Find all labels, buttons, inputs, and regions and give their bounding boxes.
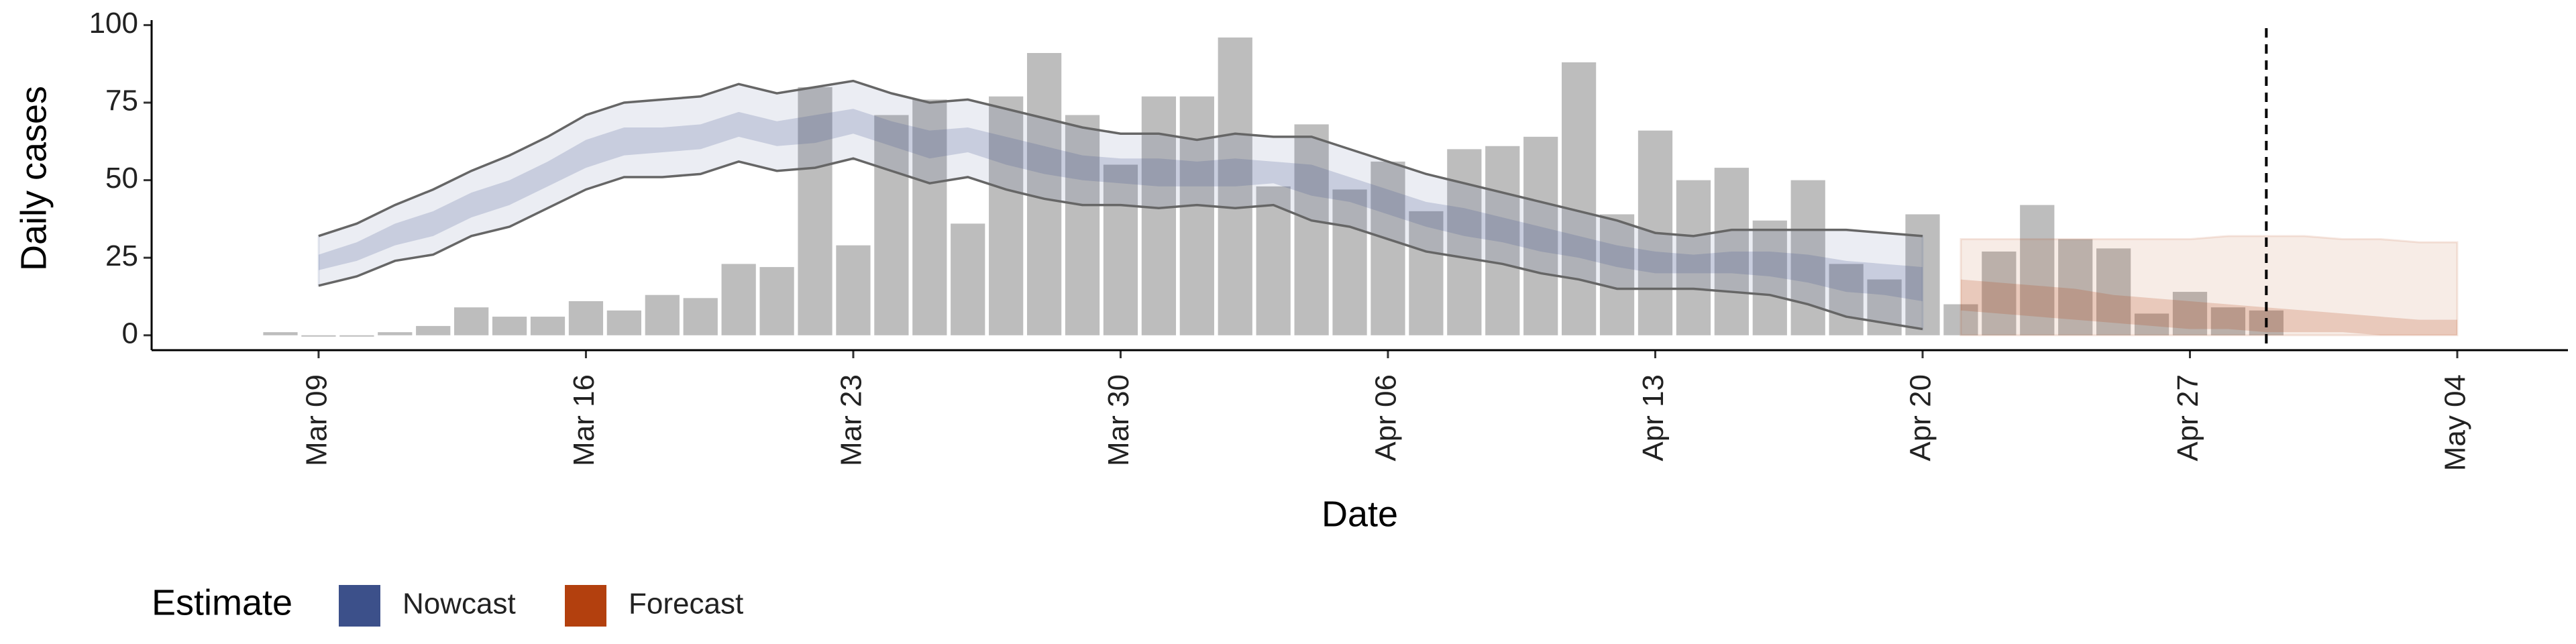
bar <box>492 317 527 335</box>
bar <box>263 332 298 335</box>
legend-swatch <box>565 585 606 627</box>
x-tick-label: Apr 20 <box>1904 374 1937 462</box>
bar <box>874 115 909 335</box>
bar <box>301 335 336 337</box>
bar <box>1026 53 1062 335</box>
bar <box>1294 124 1329 335</box>
y-tick-label: 0 <box>122 317 138 350</box>
bar <box>1409 211 1444 335</box>
bar <box>951 223 985 335</box>
bar <box>798 87 833 335</box>
bar <box>1676 180 1711 335</box>
legend-label: Forecast <box>629 588 743 621</box>
bar <box>454 307 489 335</box>
bar <box>1218 37 1252 335</box>
legend-label: Nowcast <box>402 588 516 621</box>
legend-swatch <box>339 585 380 627</box>
bar <box>1103 164 1138 335</box>
bar <box>683 298 718 335</box>
bar <box>645 294 680 335</box>
bar <box>1371 161 1405 335</box>
x-tick-label: Apr 13 <box>1637 374 1670 462</box>
x-tick-label: Mar 09 <box>301 374 333 466</box>
x-tick-label: Mar 23 <box>835 374 868 466</box>
x-tick-label: Mar 16 <box>568 374 600 466</box>
x-tick-label: May 04 <box>2439 374 2472 471</box>
bar <box>2020 205 2055 335</box>
bar <box>721 264 756 335</box>
bar <box>1332 189 1367 335</box>
bar <box>1829 264 1864 335</box>
bar <box>1065 115 1100 335</box>
bar <box>530 317 566 335</box>
bar <box>1562 62 1597 335</box>
bar <box>2134 313 2169 335</box>
bar <box>1943 304 1978 335</box>
bar <box>1179 96 1214 335</box>
bar <box>1982 251 2017 335</box>
bar <box>912 99 947 335</box>
bar <box>1790 180 1825 335</box>
x-tick-label: Apr 27 <box>2171 374 2204 462</box>
y-tick-label: 100 <box>89 7 138 40</box>
bar <box>416 325 451 335</box>
bar <box>1256 186 1291 335</box>
y-tick-label: 25 <box>105 239 138 272</box>
bar <box>339 335 374 337</box>
bar <box>1714 168 1749 335</box>
legend-title: Estimate <box>152 582 292 623</box>
y-tick-label: 50 <box>105 162 138 195</box>
bar <box>378 332 413 335</box>
bar <box>1141 96 1177 335</box>
bar <box>1523 136 1558 335</box>
bar <box>2058 239 2093 335</box>
y-axis-title: Daily cases <box>13 86 54 271</box>
bar <box>989 96 1024 335</box>
bar <box>836 245 871 335</box>
bar <box>1867 279 1902 335</box>
bar <box>2210 307 2246 335</box>
band-outer <box>1960 235 2459 337</box>
bar <box>1485 146 1520 335</box>
x-tick-label: Apr 06 <box>1370 374 1403 462</box>
band-edge <box>318 157 1923 331</box>
bar <box>568 301 604 335</box>
y-tick-label: 75 <box>105 85 138 117</box>
bar <box>1599 214 1635 335</box>
band-edge <box>318 79 1923 237</box>
bar <box>1752 220 1787 335</box>
bar <box>759 267 794 335</box>
bar <box>2172 292 2208 335</box>
bar <box>606 310 641 335</box>
bar <box>2096 248 2131 335</box>
x-axis-title: Date <box>1322 494 1398 534</box>
x-tick-label: Mar 30 <box>1102 374 1135 466</box>
band-inner <box>1960 279 2458 335</box>
